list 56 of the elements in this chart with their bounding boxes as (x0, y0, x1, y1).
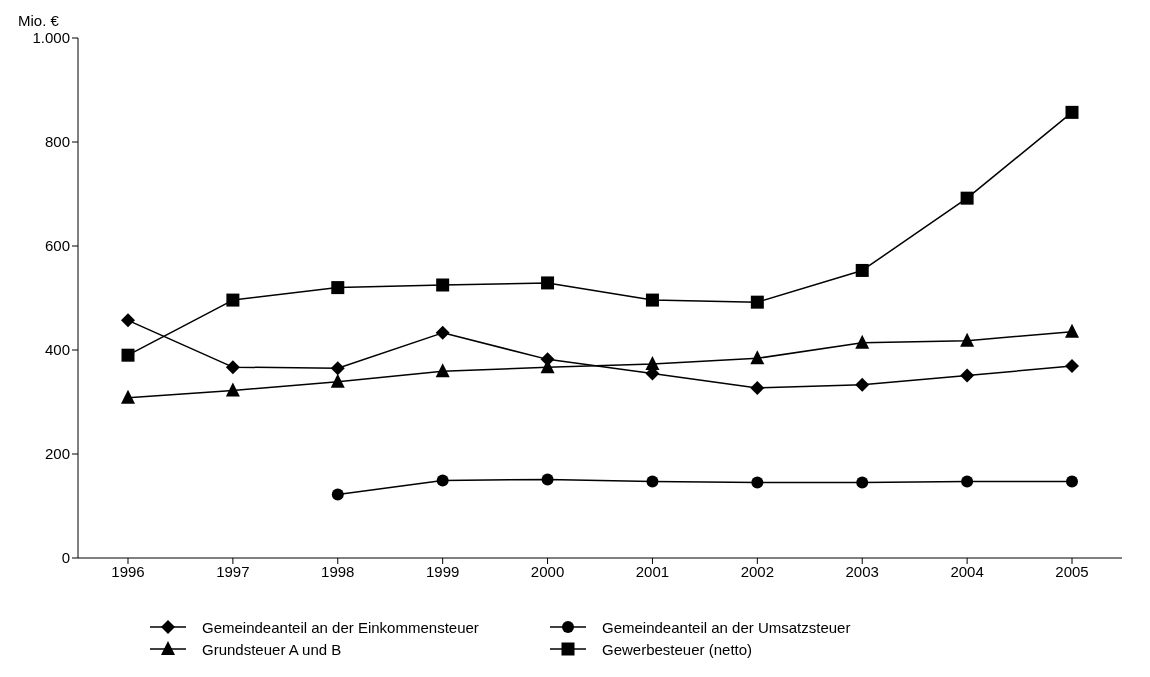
point (121, 348, 135, 362)
y-tick-label: 1.000 (32, 29, 70, 47)
legend-label: Gemeindeanteil an der Umsatzsteuer (602, 618, 851, 636)
x-tick-label: 2000 (530, 562, 565, 580)
point (436, 278, 450, 292)
point (1065, 105, 1079, 119)
y-tick-label: 800 (44, 133, 70, 151)
y-tick-label: 200 (44, 445, 70, 463)
point (331, 281, 345, 295)
point (541, 473, 554, 486)
legend-label: Gewerbesteuer (netto) (602, 640, 753, 658)
point (1065, 323, 1079, 338)
point (856, 476, 869, 489)
x-tick-label: 2004 (950, 562, 984, 580)
point (1066, 475, 1078, 488)
point (750, 380, 765, 395)
point (751, 476, 764, 489)
point (960, 332, 975, 347)
x-tick-label: 2002 (740, 562, 775, 580)
point (1065, 359, 1079, 374)
x-tick-label: 2005 (1055, 562, 1089, 580)
x-tick-label: 2001 (635, 562, 670, 580)
legend-label: Grundsteuer A und B (202, 640, 342, 658)
point (541, 276, 555, 290)
point (960, 368, 975, 383)
point (435, 325, 450, 340)
x-tick-label: 1998 (321, 562, 355, 580)
point (330, 373, 345, 388)
x-tick-label: 1996 (111, 562, 145, 580)
legend-label: Gemeindeanteil an der Einkommensteuer (202, 618, 479, 636)
point (961, 475, 974, 488)
point (331, 488, 344, 501)
y-tick-label: 600 (44, 237, 70, 255)
point (646, 475, 659, 488)
point (330, 361, 345, 376)
point (855, 263, 869, 277)
point (121, 313, 135, 328)
point (645, 293, 659, 307)
point (645, 356, 660, 371)
y-tick-label: 400 (44, 341, 70, 359)
point (121, 389, 135, 404)
point (750, 295, 764, 309)
x-tick-label: 1999 (425, 562, 460, 580)
y-axis-title: Mio. € (18, 12, 59, 29)
point (226, 293, 240, 307)
point (960, 191, 974, 205)
point (855, 377, 870, 392)
x-tick-label: 1997 (216, 562, 250, 580)
point (225, 360, 240, 375)
point (855, 334, 870, 349)
point (435, 363, 450, 378)
point (436, 474, 449, 487)
point (750, 350, 765, 365)
x-tick-label: 2003 (845, 562, 879, 580)
point (225, 382, 240, 397)
y-tick-label: 0 (61, 549, 70, 567)
